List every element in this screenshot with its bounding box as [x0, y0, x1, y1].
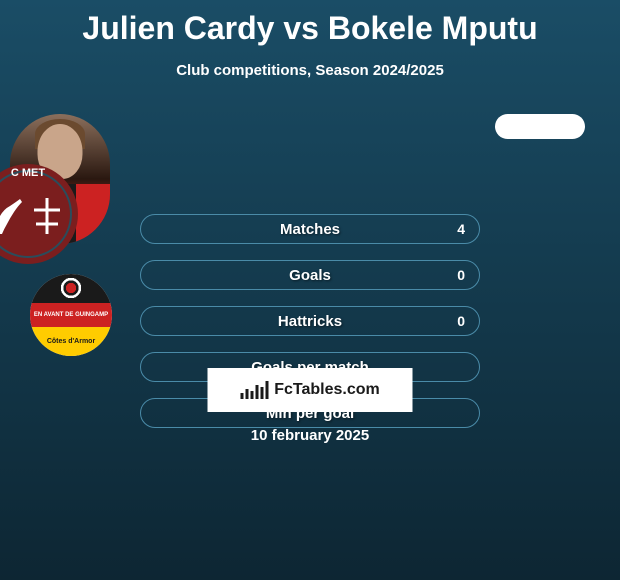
cross-icon [32, 196, 62, 236]
stat-label: Matches [280, 221, 340, 238]
page-title: Julien Cardy vs Bokele Mputu [0, 0, 620, 47]
club-left-region: Côtes d'Armor [30, 327, 112, 356]
stat-bar-hattricks: Hattricks 0 [140, 306, 480, 336]
fctables-badge: FcTables.com [208, 368, 413, 412]
date: 10 february 2025 [251, 427, 369, 444]
stat-value: 0 [457, 313, 465, 329]
stat-label: Hattricks [278, 313, 342, 330]
badge-text: FcTables.com [274, 381, 380, 399]
player-photo-right [495, 114, 585, 139]
stat-label: Goals [289, 267, 331, 284]
club-logo-left: EN AVANT DE GUINGAMP Côtes d'Armor [30, 274, 112, 356]
stat-value: 0 [457, 267, 465, 283]
stat-bar-matches: Matches 4 [140, 214, 480, 244]
triskelion-icon [59, 276, 83, 300]
stat-value: 4 [457, 221, 465, 237]
club-left-name: EN AVANT DE GUINGAMP [30, 303, 112, 328]
club-right-name: C MET [11, 167, 45, 179]
bars-icon [240, 381, 268, 399]
stat-bar-goals: Goals 0 [140, 260, 480, 290]
dragon-icon [0, 194, 27, 239]
subtitle: Club competitions, Season 2024/2025 [0, 62, 620, 79]
